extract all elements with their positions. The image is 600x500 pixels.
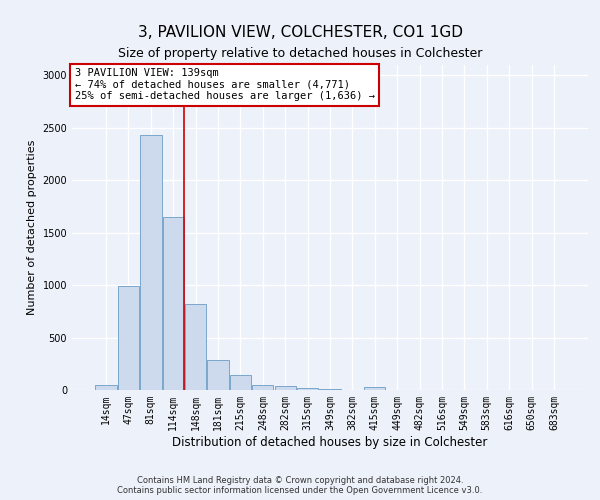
X-axis label: Distribution of detached houses by size in Colchester: Distribution of detached houses by size … — [172, 436, 488, 448]
Bar — [163, 217, 184, 390]
Bar — [140, 135, 161, 390]
Bar — [297, 388, 318, 390]
Bar — [95, 384, 117, 390]
Text: Size of property relative to detached houses in Colchester: Size of property relative to detached ho… — [118, 48, 482, 60]
Bar — [230, 375, 251, 390]
Bar — [208, 360, 229, 390]
Text: 3, PAVILION VIEW, COLCHESTER, CO1 1GD: 3, PAVILION VIEW, COLCHESTER, CO1 1GD — [137, 25, 463, 40]
Text: 3 PAVILION VIEW: 139sqm
← 74% of detached houses are smaller (4,771)
25% of semi: 3 PAVILION VIEW: 139sqm ← 74% of detache… — [74, 68, 374, 102]
Bar — [275, 386, 296, 390]
Text: Contains HM Land Registry data © Crown copyright and database right 2024.
Contai: Contains HM Land Registry data © Crown c… — [118, 476, 482, 495]
Bar — [118, 286, 139, 390]
Bar — [252, 384, 274, 390]
Bar — [185, 304, 206, 390]
Bar — [364, 387, 385, 390]
Y-axis label: Number of detached properties: Number of detached properties — [27, 140, 37, 315]
